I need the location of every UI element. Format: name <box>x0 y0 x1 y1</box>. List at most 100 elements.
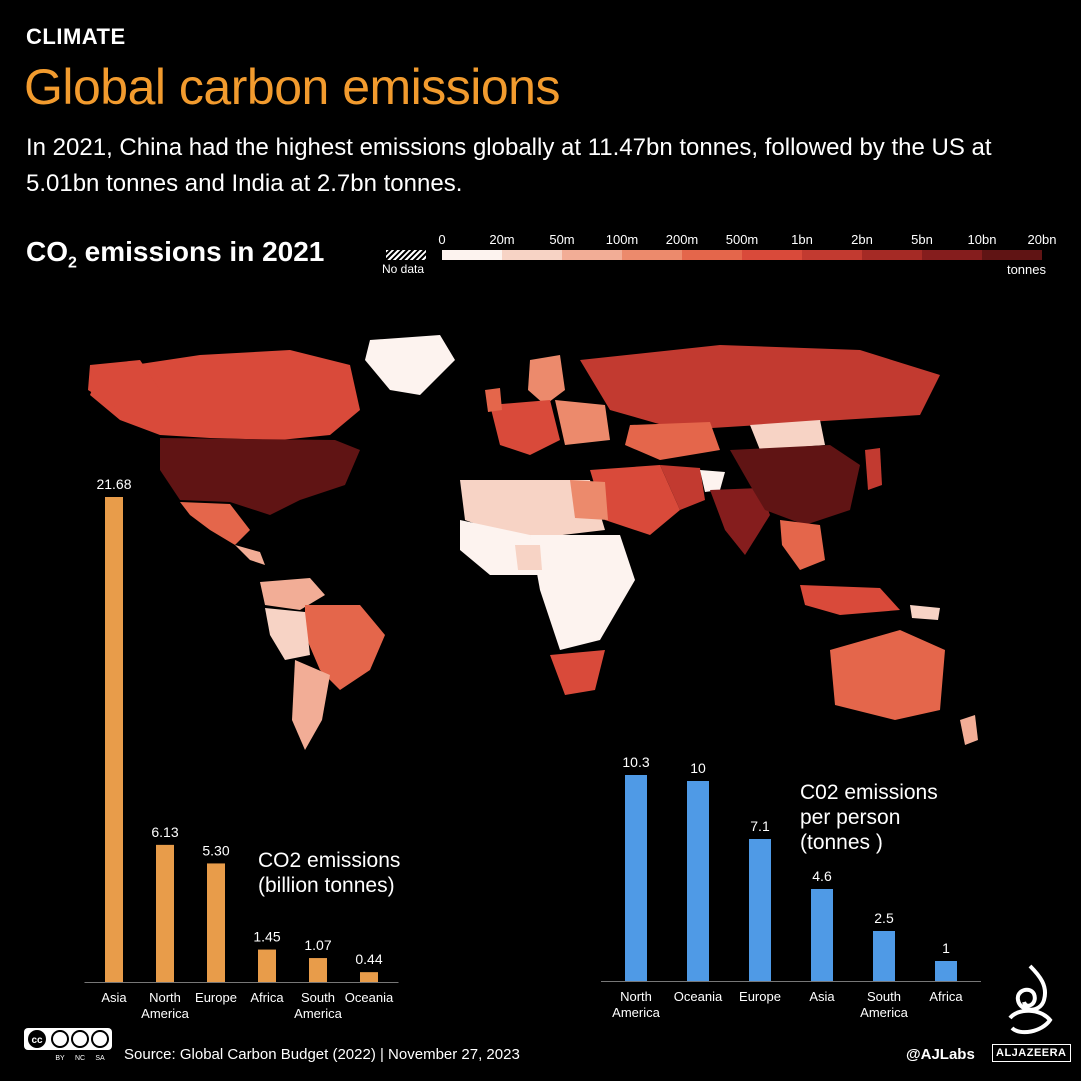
map-region-papua-new-guinea <box>910 605 940 620</box>
bar-value-label: 10.3 <box>622 754 649 770</box>
map-region-uk <box>485 388 502 412</box>
legend-swatch <box>622 250 682 260</box>
bar <box>811 889 833 981</box>
emissions-per-person-chart: 10.3NorthAmerica10Oceania7.1Europe4.6Asi… <box>601 754 981 1020</box>
cc-by-label: BY <box>55 1055 65 1062</box>
bar-value-label: 2.5 <box>874 910 894 926</box>
category-label: Africa <box>929 989 963 1004</box>
category-label: Africa <box>250 990 284 1005</box>
map-region-scandinavia <box>528 355 565 405</box>
pp-title-line3: (tonnes ) <box>800 831 883 854</box>
map-region-brazil <box>305 605 385 690</box>
brand-wordmark: ALJAZEERA <box>992 1044 1071 1062</box>
no-data-swatch <box>386 250 426 260</box>
creative-commons-icon: cc BY NC SA <box>24 1028 112 1062</box>
legend-swatch <box>982 250 1042 260</box>
map-legend: No data 0 20m 50m 100m 200m 500m 1bn 2bn 5bn 10bn… <box>380 232 1060 282</box>
bar <box>360 972 378 982</box>
pp-title-line1: C02 emissions <box>800 781 938 804</box>
social-handle: @AJLabs <box>906 1046 975 1063</box>
legend-tick-label: 1bn <box>791 232 813 247</box>
bar-value-label: 10 <box>690 760 706 776</box>
map-heading-rest: emissions in 2021 <box>76 236 325 267</box>
legend-swatch <box>442 250 502 260</box>
map-region-greenland <box>365 335 455 395</box>
map-region-north-africa <box>460 480 605 540</box>
map-region-china <box>730 445 860 525</box>
category-label: Asia <box>809 989 835 1004</box>
bar-value-label: 1 <box>942 940 950 956</box>
kicker-label: CLIMATE <box>26 24 126 49</box>
bar <box>687 781 709 981</box>
pp-title-line2: per person <box>800 806 901 829</box>
legend-tick-label: 0 <box>438 232 446 247</box>
map-region-egypt <box>570 480 608 520</box>
bar <box>873 931 895 981</box>
cc-sa-label: SA <box>95 1055 105 1062</box>
bar-value-label: 21.68 <box>96 476 131 492</box>
category-label: America <box>141 1006 189 1021</box>
source-line: Source: Global Carbon Budget (2022) | No… <box>124 1046 520 1063</box>
legend-tick-label: 500m <box>725 232 759 247</box>
map-region-mexico <box>180 502 250 545</box>
map-region-south-africa <box>550 650 605 695</box>
map-region-kazakhstan <box>625 422 720 460</box>
category-label: North <box>620 989 652 1004</box>
legend-tick-label: 20m <box>489 232 515 247</box>
map-region-western-europe <box>490 400 560 455</box>
map-heading: CO2 emissions in 2021 <box>26 236 324 273</box>
map-heading-subscript: 2 <box>68 254 77 272</box>
world-choropleth-map <box>88 335 978 750</box>
legend-tick-label: 200m <box>665 232 699 247</box>
svg-text:cc: cc <box>31 1035 43 1046</box>
legend-units-label: tonnes <box>1006 262 1046 277</box>
bar <box>625 775 647 981</box>
bar-value-label: 1.07 <box>304 937 331 953</box>
map-region-mongolia <box>750 420 825 450</box>
category-label: South <box>301 990 335 1005</box>
map-region-new-zealand <box>960 715 978 745</box>
no-data-label: No data <box>382 262 425 276</box>
bar <box>207 863 225 982</box>
legend-tick-label: 20bn <box>1027 232 1057 247</box>
bar <box>749 839 771 981</box>
category-label: South <box>867 989 901 1004</box>
legend-swatch <box>682 250 742 260</box>
map-region-india <box>710 488 770 555</box>
map-region-argentina-chile <box>292 660 330 750</box>
map-region-central-east-africa <box>530 535 635 650</box>
legend-swatch <box>922 250 982 260</box>
category-label: Oceania <box>345 990 394 1005</box>
category-label: America <box>612 1005 660 1020</box>
cc-nc-label: NC <box>75 1055 85 1062</box>
bar-value-label: 5.30 <box>202 842 229 858</box>
bar <box>156 844 174 982</box>
map-region-indonesia <box>800 585 900 615</box>
map-heading-co: CO <box>26 236 68 267</box>
legend-tick-label: 5bn <box>911 232 933 247</box>
category-label: Europe <box>739 989 781 1004</box>
page-subtitle: In 2021, China had the highest emissions… <box>26 134 992 197</box>
bar <box>258 949 276 982</box>
map-region-usa <box>160 438 360 515</box>
map-region-canada <box>90 350 360 440</box>
map-region-afghanistan <box>700 470 725 492</box>
map-region-iran <box>660 465 705 510</box>
bar <box>105 497 123 982</box>
category-label: America <box>860 1005 908 1020</box>
category-label: Europe <box>195 990 237 1005</box>
map-region-australia <box>830 630 945 720</box>
map-region-russia <box>580 345 940 430</box>
map-region-eastern-europe <box>555 400 610 445</box>
category-label: Asia <box>101 990 127 1005</box>
map-region-middle-east <box>590 465 680 535</box>
legend-swatch <box>502 250 562 260</box>
legend-tick-label: 10bn <box>967 232 997 247</box>
legend-swatch <box>562 250 622 260</box>
bar-value-label: 7.1 <box>750 818 770 834</box>
bar-chart-title-line2: (billion tonnes) <box>258 874 395 897</box>
bar-value-label: 1.45 <box>253 929 280 945</box>
category-label: America <box>294 1006 342 1021</box>
bar-value-label: 0.44 <box>355 951 382 967</box>
category-label: Oceania <box>674 989 723 1004</box>
